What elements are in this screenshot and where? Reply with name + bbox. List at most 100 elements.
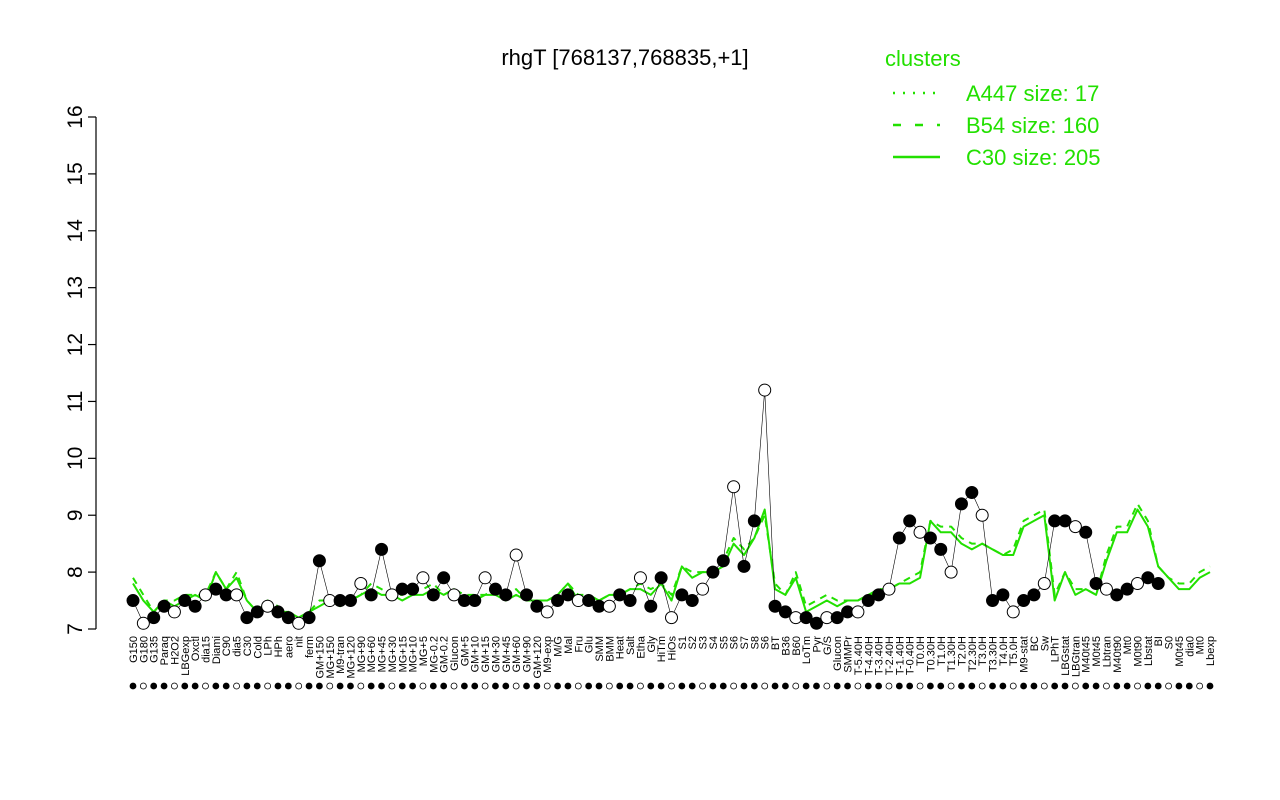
- data-point: [1151, 576, 1165, 590]
- x-tick-marker: [150, 682, 158, 690]
- x-tick-marker: [1092, 682, 1100, 690]
- data-point: [644, 599, 658, 613]
- x-tick-label: S6: [729, 636, 741, 649]
- x-tick-label: G150: [128, 636, 140, 663]
- legend: clusters A447 size: 17 B54 size: 160 C30…: [885, 46, 1101, 170]
- x-tick-marker: [460, 682, 468, 690]
- x-tick-marker: [792, 682, 800, 690]
- data-point: [406, 582, 420, 596]
- x-tick-marker: [523, 682, 530, 690]
- x-tick-marker: [823, 682, 831, 690]
- x-tick-label: G180: [138, 636, 150, 663]
- x-tick-marker: [357, 682, 365, 690]
- x-tick-label: T-1.40H: [894, 636, 906, 675]
- data-points: [126, 383, 1165, 630]
- x-tick-label: Lbstat: [1143, 636, 1155, 666]
- x-tick-label: BT: [770, 636, 782, 650]
- x-tick-marker: [926, 682, 934, 690]
- x-tick-label: Sw: [1039, 636, 1051, 651]
- y-tick-label: 8: [64, 566, 87, 578]
- x-tick-marker: [1144, 682, 1152, 690]
- x-tick-label: M40t45: [1081, 636, 1093, 673]
- x-tick-marker: [1206, 682, 1214, 690]
- x-tick-marker: [585, 682, 593, 690]
- x-tick-marker: [295, 682, 303, 690]
- x-tick-label: M9-tran: [335, 636, 347, 674]
- x-tick-marker: [947, 682, 955, 690]
- x-tick-marker: [626, 682, 634, 690]
- data-point: [188, 599, 202, 613]
- data-point: [944, 565, 958, 579]
- x-tick-marker: [347, 682, 354, 690]
- data-point: [416, 571, 430, 585]
- data-point: [892, 531, 906, 545]
- x-tick-marker: [471, 682, 479, 690]
- x-tick-label: S6: [760, 636, 772, 649]
- x-tick-marker: [761, 682, 769, 690]
- x-tick-marker: [1051, 682, 1059, 690]
- data-point: [126, 594, 140, 608]
- x-tick-marker: [813, 682, 820, 690]
- x-tick-label: T-3.40H: [874, 636, 886, 675]
- x-tick-marker: [502, 682, 510, 690]
- data-point: [302, 611, 316, 625]
- x-tick-label: S7: [739, 636, 751, 649]
- x-tick-marker: [916, 682, 924, 690]
- x-tick-label: GM-0.2: [439, 636, 451, 673]
- x-tick-marker: [129, 682, 137, 690]
- x-tick-label: T0.30H: [925, 636, 937, 672]
- data-point: [830, 611, 844, 625]
- y-tick-label: 15: [64, 162, 87, 185]
- data-point: [986, 594, 1000, 608]
- x-tick-label: Salt: [625, 636, 637, 655]
- x-tick-marker: [440, 682, 448, 690]
- data-point: [530, 599, 544, 613]
- x-tick-label: B60: [791, 636, 803, 656]
- data-point: [292, 616, 306, 630]
- x-tick-label: MG+60: [366, 636, 378, 672]
- data-point: [758, 383, 772, 397]
- series-line-solid: [132, 508, 1211, 619]
- x-tick-marker: [564, 682, 572, 690]
- x-tick-marker: [730, 682, 738, 690]
- x-tick-label: Lbtran: [1101, 636, 1113, 667]
- legend-entry-b54: B54 size: 160: [966, 113, 1099, 138]
- x-tick-marker: [212, 682, 220, 690]
- x-tick-marker: [1071, 682, 1079, 690]
- x-tick-marker: [709, 682, 717, 690]
- data-point: [157, 599, 171, 613]
- x-tick-marker: [367, 682, 375, 690]
- data-point: [613, 588, 627, 602]
- data-point: [654, 571, 668, 585]
- x-tick-marker: [688, 682, 696, 690]
- x-tick-marker: [875, 682, 883, 690]
- x-tick-marker: [243, 682, 251, 690]
- x-tick-label: T5.0H: [1008, 636, 1020, 666]
- x-tick-label: MG+10: [408, 636, 420, 672]
- data-point: [1027, 588, 1041, 602]
- x-tick-label: M0t45: [1091, 636, 1103, 667]
- x-tick-label: Glu: [584, 636, 596, 653]
- x-tick-label: LBGexp: [180, 636, 192, 676]
- x-tick-marker: [750, 682, 758, 690]
- x-tick-label: Mt0: [1122, 636, 1134, 654]
- data-point: [1006, 605, 1020, 619]
- x-tick-label: M9-exp: [542, 636, 554, 673]
- x-tick-label: BI: [1153, 636, 1165, 646]
- x-tick-marker: [637, 682, 644, 690]
- x-tick-marker: [1061, 682, 1069, 690]
- x-tick-label: S4: [708, 636, 720, 649]
- data-point: [261, 599, 275, 613]
- x-tick-marker: [512, 682, 520, 690]
- x-tick-marker: [895, 682, 903, 690]
- data-point: [809, 616, 823, 630]
- x-tick-label: MG+90: [356, 636, 368, 672]
- data-point: [178, 594, 192, 608]
- x-tick-label: T2.30H: [967, 636, 979, 672]
- x-tick-marker: [398, 682, 406, 690]
- x-tick-label: T-2.40H: [884, 636, 896, 675]
- x-tick-label: Glucon: [449, 636, 461, 671]
- x-tick-marker: [481, 682, 489, 690]
- x-tick-label: M0t45: [1174, 636, 1186, 667]
- data-point: [996, 588, 1010, 602]
